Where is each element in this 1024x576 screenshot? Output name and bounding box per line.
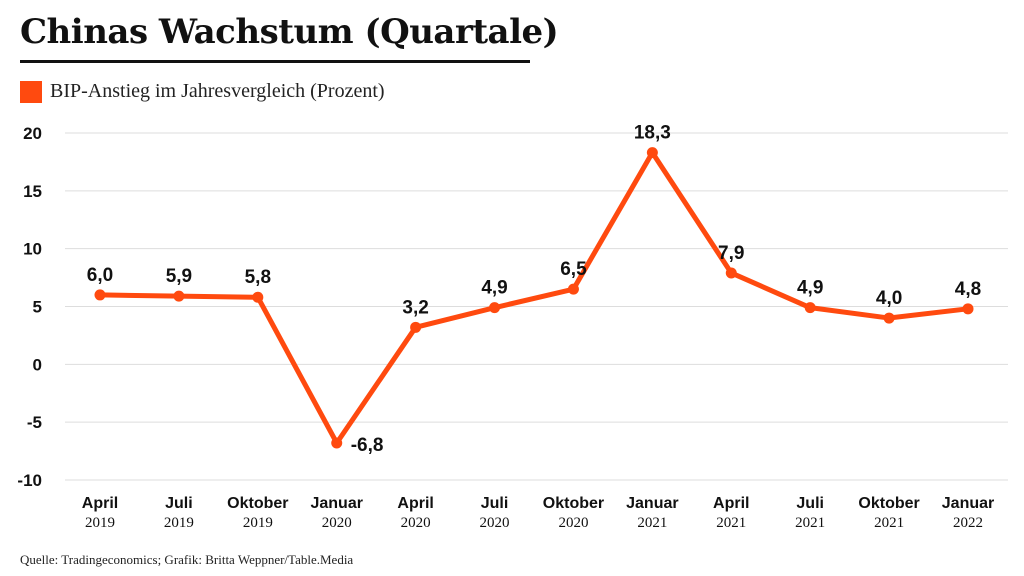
- y-tick-label: -5: [27, 413, 42, 432]
- data-point: [252, 291, 264, 303]
- x-tick-label-month: Januar: [942, 495, 994, 512]
- data-label: 4,9: [797, 278, 823, 299]
- data-point: [173, 290, 185, 302]
- x-tick-label-year: 2019: [164, 515, 194, 531]
- x-tick-label-month: Januar: [626, 495, 678, 512]
- x-tick-label-month: Oktober: [227, 495, 288, 512]
- data-label: -6,8: [351, 435, 384, 456]
- x-tick-label-month: Oktober: [543, 495, 604, 512]
- data-point: [94, 289, 106, 301]
- y-tick-label: 5: [33, 298, 42, 317]
- data-point: [725, 267, 737, 279]
- x-tick-label-year: 2022: [953, 515, 983, 531]
- data-label: 6,0: [87, 265, 113, 286]
- x-tick-label-month: Juli: [165, 495, 193, 512]
- data-point: [410, 321, 422, 333]
- x-tick-label-year: 2021: [874, 515, 904, 531]
- x-tick-label-month: April: [397, 495, 433, 512]
- data-label: 4,8: [955, 279, 981, 300]
- data-point: [567, 283, 579, 295]
- data-label: 3,2: [402, 297, 428, 318]
- data-label: 4,9: [481, 278, 507, 299]
- series-line: [97, 150, 971, 446]
- x-tick-label-month: Juli: [481, 495, 509, 512]
- x-tick-label-year: 2019: [85, 515, 115, 531]
- x-tick-label-month: Januar: [310, 495, 362, 512]
- y-tick-label: 20: [23, 124, 42, 143]
- data-label: 7,9: [718, 243, 744, 264]
- x-tick-label-month: April: [82, 495, 118, 512]
- data-label: 5,9: [166, 266, 192, 287]
- chart-title: Chinas Wachstum (Quartale): [20, 12, 559, 52]
- x-tick-label-year: 2019: [243, 515, 273, 531]
- source-credit: Quelle: Tradingeconomics; Grafik: Britta…: [20, 552, 354, 567]
- x-tick-label-year: 2020: [558, 515, 588, 531]
- legend-swatch: [20, 80, 42, 103]
- data-point: [883, 312, 895, 324]
- x-tick-label-year: 2020: [480, 515, 510, 531]
- x-tick-label-year: 2021: [716, 515, 746, 531]
- data-point: [331, 437, 343, 449]
- x-tick-label-year: 2021: [795, 515, 825, 531]
- data-label: 18,3: [634, 123, 671, 144]
- data-point: [646, 147, 658, 159]
- x-tick-label-year: 2020: [401, 515, 431, 531]
- data-label: 6,5: [560, 259, 587, 280]
- data-point: [962, 303, 974, 315]
- y-tick-label: 15: [23, 182, 42, 201]
- legend-label: BIP-Anstieg im Jahresvergleich (Prozent): [50, 80, 385, 102]
- x-tick-label-month: April: [713, 495, 749, 512]
- x-tick-label-year: 2021: [637, 515, 667, 531]
- data-label: 5,8: [245, 267, 271, 288]
- y-tick-label: -10: [17, 471, 42, 490]
- x-tick-label-year: 2020: [322, 515, 352, 531]
- data-label: 4,0: [876, 288, 902, 309]
- y-tick-label: 0: [33, 355, 42, 374]
- data-point: [489, 302, 501, 314]
- y-tick-label: 10: [23, 240, 42, 259]
- title-underline: [20, 60, 530, 63]
- legend: BIP-Anstieg im Jahresvergleich (Prozent): [20, 80, 385, 103]
- x-tick-label-month: Juli: [796, 495, 824, 512]
- data-point: [804, 302, 816, 314]
- x-tick-label-month: Oktober: [858, 495, 919, 512]
